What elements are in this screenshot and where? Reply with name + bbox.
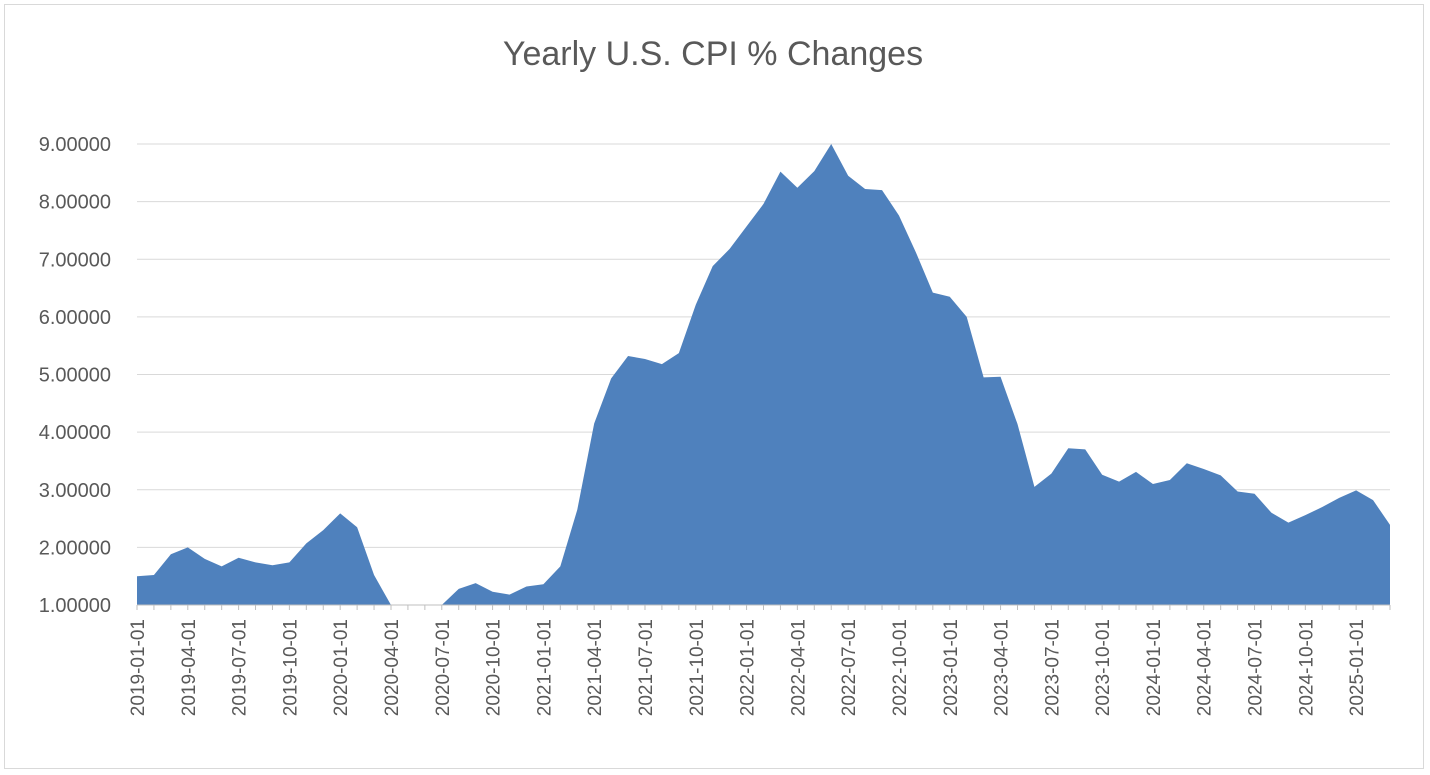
x-tick-label: 2019-07-01 (230, 619, 251, 716)
x-tick-label: 2023-10-01 (1093, 619, 1114, 716)
x-tick-label: 2020-04-01 (382, 619, 403, 716)
x-axis: 2019-01-01 2019-04-01 2019-07-01 2019-10-01… (128, 604, 1391, 716)
x-tick-label: 2019-10-01 (280, 619, 301, 716)
y-tick-label: 1.00000 (39, 595, 111, 617)
x-tick-label: 2022-01-01 (738, 619, 759, 716)
x-tick-label: 2021-10-01 (687, 619, 708, 716)
y-tick-label: 6.00000 (39, 307, 111, 329)
x-tick-label: 2019-01-01 (128, 619, 149, 716)
y-tick-label: 3.00000 (39, 480, 111, 502)
x-tick-label: 2021-04-01 (585, 619, 606, 716)
x-tick-label: 2019-04-01 (179, 619, 200, 716)
y-tick-label: 8.00000 (39, 192, 111, 214)
x-tick-label: 2023-01-01 (941, 619, 962, 716)
x-tick-label: 2025-01-01 (1347, 619, 1368, 716)
y-axis-tick-labels: 1.00000 2.00000 3.00000 4.00000 5.00000 6.000… (39, 134, 111, 617)
y-tick-label: 7.00000 (39, 249, 111, 271)
x-tick-label: 2024-04-01 (1195, 619, 1216, 716)
x-tick-label: 2020-07-01 (433, 619, 454, 716)
chart-title: Yearly U.S. CPI % Changes (503, 35, 923, 73)
x-tick-label: 2020-01-01 (331, 619, 352, 716)
x-tick-label: 2024-01-01 (1144, 619, 1165, 716)
x-tick-label: 2024-07-01 (1246, 619, 1267, 716)
y-tick-label: 4.00000 (39, 422, 111, 444)
x-tick-label: 2023-04-01 (992, 619, 1013, 716)
x-tick-label: 2022-07-01 (839, 619, 860, 716)
y-tick-label: 9.00000 (39, 134, 111, 156)
x-tick-label: 2021-07-01 (636, 619, 657, 716)
x-tick-label: 2022-10-01 (890, 619, 911, 716)
x-tick-label: 2022-04-01 (788, 619, 809, 716)
x-tick-label: 2020-10-01 (484, 619, 505, 716)
x-tick-label: 2024-10-01 (1296, 619, 1317, 716)
area-series-layer (137, 144, 1390, 605)
y-tick-label: 2.00000 (39, 537, 111, 559)
cpi-area-series (137, 144, 1390, 605)
x-tick-label: 2023-07-01 (1042, 619, 1063, 716)
x-tick-label: 2021-01-01 (534, 619, 555, 716)
y-tick-label: 5.00000 (39, 365, 111, 387)
